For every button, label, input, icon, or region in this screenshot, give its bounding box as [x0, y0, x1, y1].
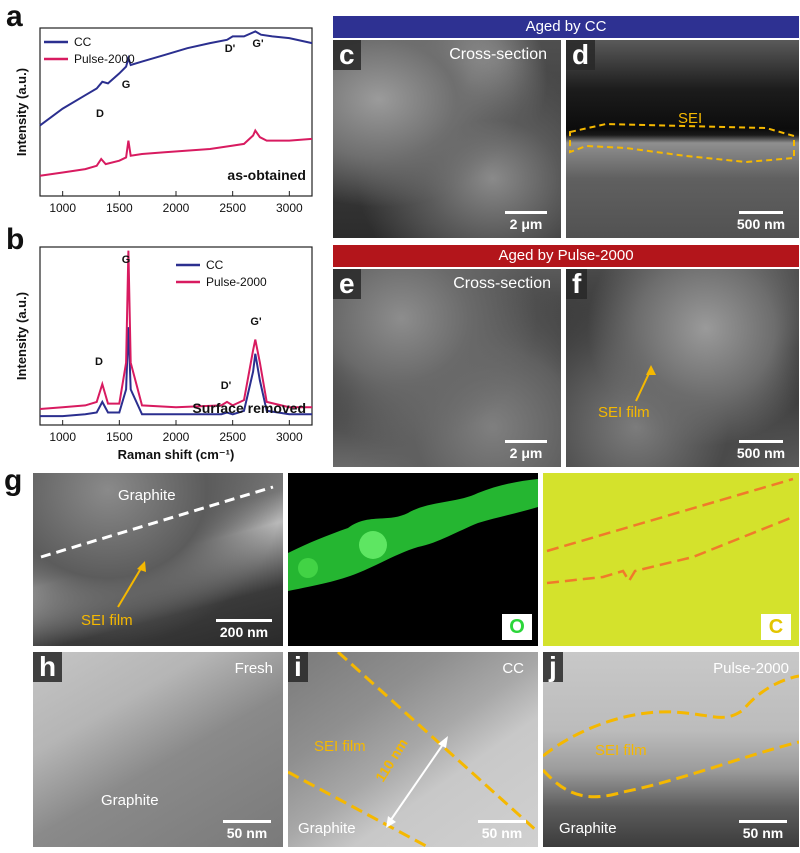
eds-map-carbon: C — [543, 473, 799, 646]
tem-panel-h: h Fresh Graphite 50 nm — [33, 652, 283, 847]
series-line-pulse — [39, 250, 312, 410]
peak-label: D — [95, 356, 103, 368]
scale-bar: 500 nm — [731, 440, 791, 461]
scale-bar: 500 nm — [731, 211, 791, 232]
panel-label-a: a — [6, 0, 23, 33]
panel-label-c: c — [333, 40, 361, 70]
sei-arrow — [635, 365, 656, 402]
legend-label: CC — [206, 258, 224, 272]
x-tick-label: 3000 — [276, 430, 303, 444]
panel-label-g: g — [4, 464, 23, 497]
cross-section-label: Cross-section — [449, 46, 547, 63]
y-axis-label: Intensity (a.u.) — [14, 292, 29, 380]
x-axis-label: Raman shift (cm⁻¹) — [118, 447, 235, 462]
banner-aged-cc: Aged by CC — [333, 16, 799, 38]
x-tick-label: 3000 — [276, 201, 303, 215]
panel-label-j: j — [543, 652, 563, 682]
carbon-map — [546, 477, 794, 585]
x-tick-label: 2500 — [219, 201, 246, 215]
x-tick-label: 1500 — [106, 430, 133, 444]
banner-aged-pulse: Aged by Pulse-2000 — [333, 245, 799, 267]
x-tick-label: 1500 — [106, 201, 133, 215]
legend-label: CC — [74, 35, 92, 49]
eds-map-oxygen: O — [288, 473, 538, 646]
scale-bar: 2 μm — [501, 211, 551, 232]
series-line-cc — [39, 30, 313, 127]
chart-annotation: Surface removed — [192, 400, 306, 416]
legend-label: Pulse-2000 — [74, 52, 135, 66]
chart-annotation: as-obtained — [227, 167, 306, 183]
cc-label: CC — [502, 660, 524, 677]
sei-label: SEI — [678, 110, 703, 127]
panel-label-b: b — [6, 223, 25, 256]
element-label-c: C — [761, 614, 791, 640]
scale-bar: 50 nm — [219, 820, 275, 841]
oxygen-map — [288, 479, 538, 591]
sem-panel-d: d SEI 500 nm — [566, 40, 799, 238]
sei-film-label: SEI film — [81, 612, 133, 629]
graphite-label: Graphite — [559, 820, 617, 837]
scale-bar: 50 nm — [735, 820, 791, 841]
x-tick-label: 2000 — [163, 430, 190, 444]
graphite-label: Graphite — [298, 820, 356, 837]
scale-bar: 2 μm — [501, 440, 551, 461]
peak-label: D' — [221, 380, 232, 392]
element-label-o: O — [502, 614, 532, 640]
x-tick-label: 2000 — [163, 201, 190, 215]
i-overlay — [288, 652, 538, 847]
panel-label-i: i — [288, 652, 308, 682]
raman-chart-b: 1000 1500 2000 2500 3000 Raman shift (cm⁻¹) In… — [14, 246, 313, 462]
sem-panel-c: c Cross-section 2 μm — [333, 40, 561, 238]
series-line-cc — [40, 327, 312, 418]
j-overlay — [543, 674, 799, 799]
sem-panel-e: e Cross-section 2 μm — [333, 269, 561, 467]
x-tick-label: 1000 — [49, 430, 76, 444]
peak-label: G — [122, 79, 131, 91]
peak-label: D' — [225, 43, 236, 55]
panel-label-h: h — [33, 652, 63, 682]
tem-panel-j: j Pulse-2000 SEI film Graphite 50 nm — [543, 652, 799, 847]
panel-label-e: e — [333, 269, 361, 299]
sei-film-label: SEI film — [595, 742, 647, 759]
y-axis-label: Intensity (a.u.) — [14, 68, 29, 156]
sei-film-label: SEI film — [314, 738, 366, 755]
sem-panel-g: Graphite SEI film 200 nm — [33, 473, 283, 646]
scale-bar: 200 nm — [213, 619, 275, 640]
sem-panel-f: f SEI film 500 nm — [566, 269, 799, 467]
graphite-label: Graphite — [118, 487, 176, 504]
x-tick-label: 2500 — [219, 430, 246, 444]
sei-outline — [569, 122, 795, 164]
plot-frame — [39, 246, 313, 426]
cross-section-label: Cross-section — [453, 275, 551, 292]
sei-film-label: SEI film — [598, 404, 650, 421]
fresh-label: Fresh — [234, 660, 273, 677]
peak-label: G' — [250, 316, 262, 328]
scale-bar: 50 nm — [474, 820, 530, 841]
g-overlay — [40, 485, 274, 608]
graphite-label: Graphite — [101, 792, 159, 809]
panel-label-f: f — [566, 269, 588, 299]
pulse-label: Pulse-2000 — [713, 660, 789, 677]
tem-panel-i: i CC SEI film 110 nm Graphite 50 nm — [288, 652, 538, 847]
x-tick-label: 1000 — [49, 201, 76, 215]
legend-label: Pulse-2000 — [206, 275, 267, 289]
peak-label: G' — [252, 38, 264, 50]
peak-label: G — [122, 254, 131, 266]
series-line-pulse — [39, 128, 313, 177]
peak-label: D — [96, 108, 104, 120]
panel-label-d: d — [566, 40, 596, 70]
